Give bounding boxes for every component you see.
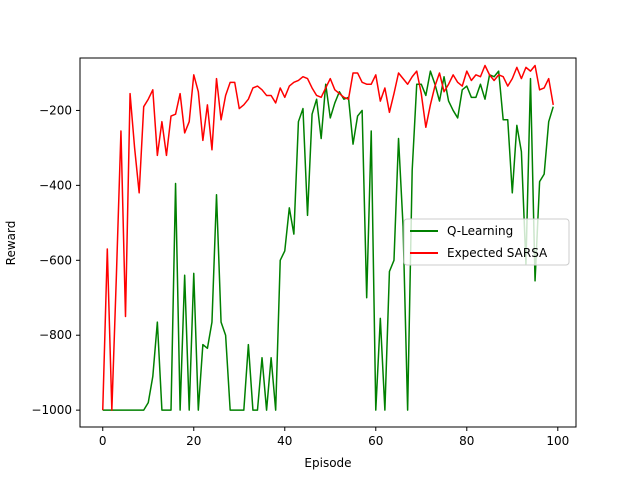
x-axis: 0 20 40 60 80 100 — [99, 427, 569, 448]
y-tick-label: −600 — [39, 253, 72, 267]
axes-frame — [79, 57, 577, 428]
y-tick-label: −1000 — [31, 403, 72, 417]
x-tick-label: 80 — [459, 434, 474, 448]
legend-box — [403, 218, 570, 266]
x-tick-label: 100 — [546, 434, 569, 448]
x-tick-label: 40 — [277, 434, 292, 448]
y-axis: −1000 −800 −600 −400 −200 — [31, 103, 80, 417]
legend: Q-Learning Expected SARSA — [403, 218, 570, 266]
series-line-expected-sarsa — [102, 64, 554, 411]
y-tick-label: −800 — [39, 328, 72, 342]
x-tick-label: 0 — [99, 434, 107, 448]
x-tick-label: 60 — [368, 434, 383, 448]
series-line-q-learning — [102, 70, 554, 411]
plot-area — [102, 64, 554, 411]
legend-label-q-learning: Q-Learning — [447, 224, 513, 238]
y-tick-label: −200 — [39, 103, 72, 117]
x-axis-title: Episode — [304, 456, 351, 470]
x-tick-label: 20 — [186, 434, 201, 448]
y-axis-title: Reward — [4, 221, 18, 266]
legend-label-expected-sarsa: Expected SARSA — [447, 246, 548, 260]
y-tick-label: −400 — [39, 178, 72, 192]
